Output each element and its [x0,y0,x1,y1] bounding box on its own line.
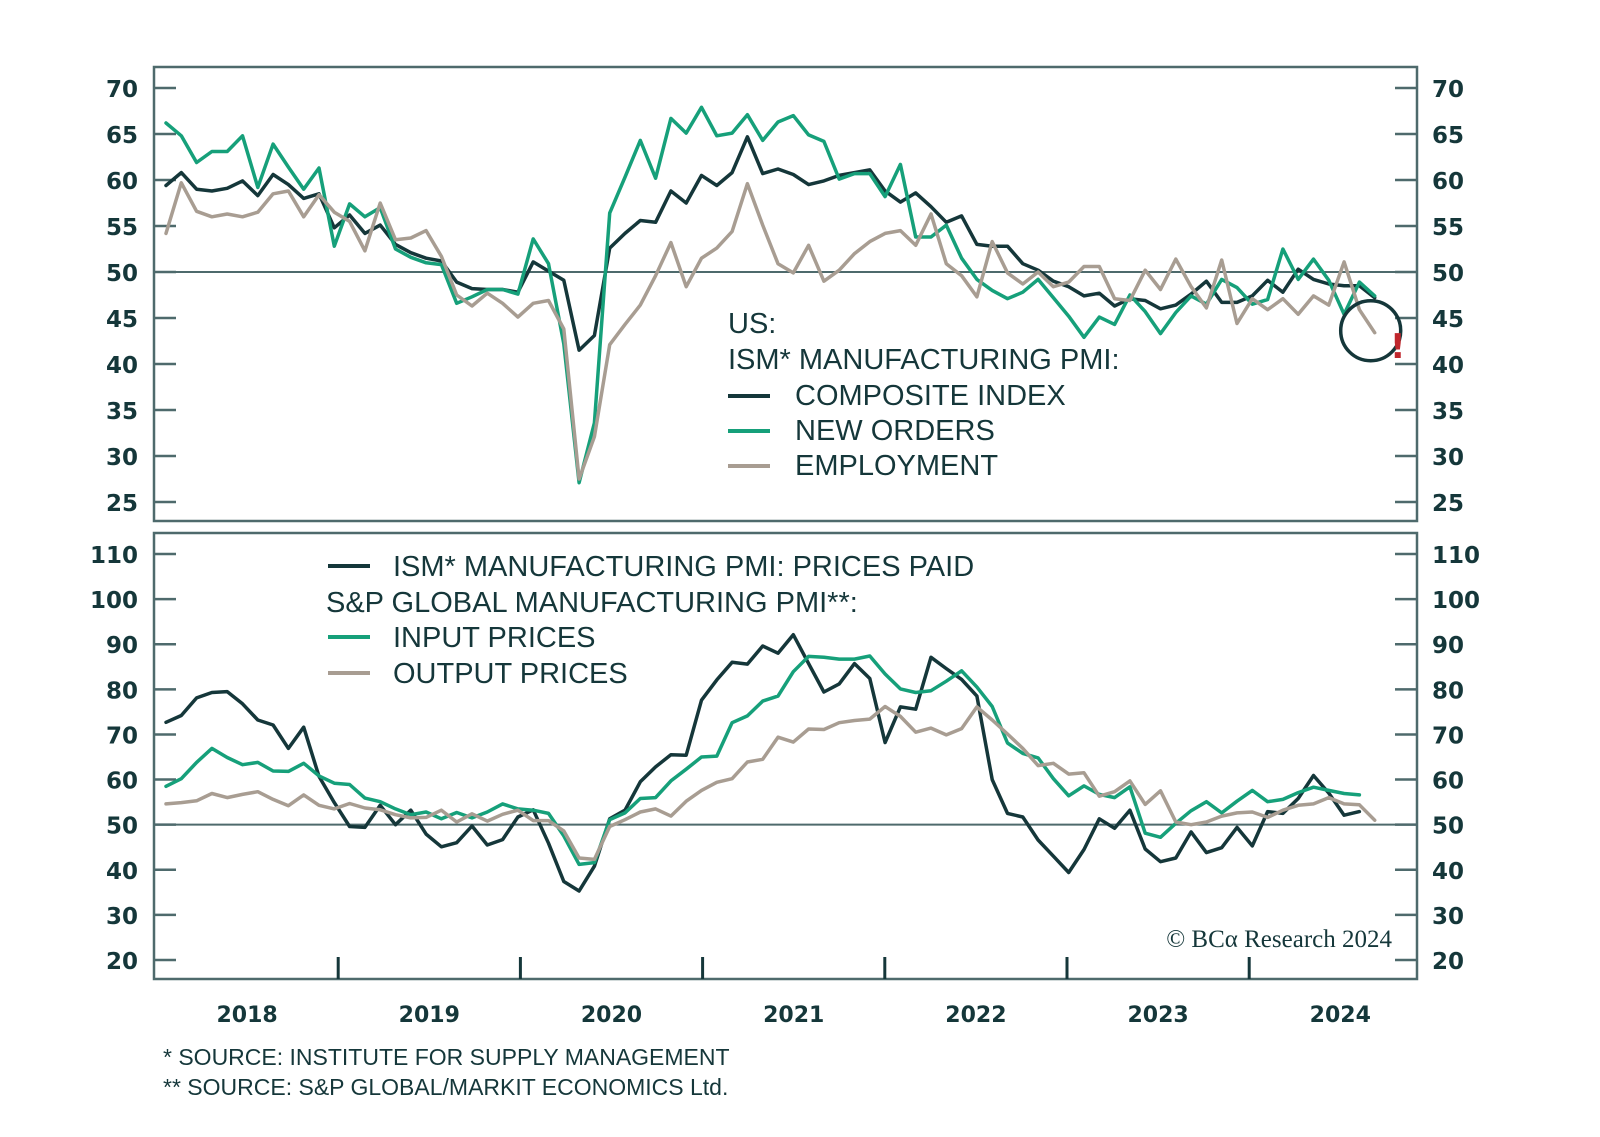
top-series-lines [164,105,1377,485]
top-ytick-label-right: 50 [1432,261,1464,287]
top-series-composite-index [164,135,1377,352]
top-y-ticks: 70 70 65 65 60 60 55 55 50 50 45 45 40 40 35 35 30 30 25 25 [106,77,1464,517]
top-ytick-label-left: 40 [106,353,138,379]
x-tick-label: 2022 [945,1003,1006,1028]
bottom-series-input-prices [164,654,1362,867]
top-series-new-orders [164,105,1377,485]
top-ytick-label-right: 55 [1432,215,1464,241]
top-ytick-label-left: 25 [106,491,138,517]
bottom-ytick-label-right: 110 [1432,543,1480,569]
bottom-ytick-label-left: 60 [106,769,138,795]
top-legend: US: ISM* MANUFACTURING PMI: COMPOSITE IN… [728,308,1120,482]
bottom-ytick-label-left: 110 [90,543,138,569]
top-legend-title-line2: ISM* MANUFACTURING PMI: [728,344,1120,376]
bottom-series-ism-manufacturing-pmi-prices-paid [164,632,1362,893]
legend-label-sp-global: S&P GLOBAL MANUFACTURING PMI**: [326,587,858,619]
bottom-ytick-label-left: 100 [90,588,138,614]
top-ytick-label-right: 40 [1432,353,1464,379]
x-tick-label: 2023 [1127,1003,1188,1028]
bottom-y-ticks: 110 110 100 100 90 90 80 80 70 70 60 60 50 50 40 40 30 30… [90,543,1480,975]
bottom-ytick-label-right: 30 [1432,904,1464,930]
top-panel: 70 70 65 65 60 60 55 55 50 50 45 45 40 40 35 35 30 30 25 25… [106,65,1464,523]
bottom-panel-frame [152,531,1419,981]
top-ytick-label-left: 60 [106,169,138,195]
x-tick-label: 2024 [1310,1003,1371,1028]
bottom-series-lines [164,632,1377,893]
copyright-credit: © BCα Research 2024 [1166,926,1392,953]
legend-label-employment: EMPLOYMENT [795,450,998,482]
x-tick-label: 2020 [581,1003,642,1028]
top-ytick-label-left: 65 [106,123,138,149]
top-ytick-label-left: 50 [106,261,138,287]
x-tick-label: 2018 [216,1003,277,1028]
bottom-ytick-label-right: 70 [1432,723,1464,749]
bottom-ytick-label-right: 90 [1432,633,1464,659]
top-ytick-label-left: 45 [106,307,138,333]
bottom-ytick-label-right: 40 [1432,859,1464,885]
bottom-ytick-label-left: 20 [106,949,138,975]
top-ytick-label-right: 65 [1432,123,1464,149]
top-ytick-label-right: 30 [1432,445,1464,471]
x-axis-ticks [336,957,1251,979]
legend-label-composite: COMPOSITE INDEX [795,380,1066,412]
top-ytick-label-left: 70 [106,77,138,103]
bottom-series-output-prices [164,704,1377,862]
top-legend-title-line1: US: [728,308,776,340]
bottom-ytick-label-right: 60 [1432,769,1464,795]
x-tick-label: 2019 [399,1003,460,1028]
legend-label-new-orders: NEW ORDERS [795,415,995,447]
bottom-ytick-label-right: 100 [1432,588,1480,614]
bottom-ytick-label-left: 80 [106,678,138,704]
top-series-employment [164,181,1377,481]
top-ytick-label-right: 60 [1432,169,1464,195]
bottom-panel: 110 110 100 100 90 90 80 80 70 70 60 60 50 50 40 40 30 30… [90,531,1480,981]
top-ytick-label-right: 25 [1432,491,1464,517]
top-panel-frame [152,65,1419,523]
bottom-ytick-label-left: 50 [106,814,138,840]
legend-label-prices-paid: ISM* MANUFACTURING PMI: PRICES PAID [393,551,974,583]
top-ytick-label-right: 35 [1432,399,1464,425]
bottom-ytick-label-left: 90 [106,633,138,659]
footnote-ism-source: * SOURCE: INSTITUTE FOR SUPPLY MANAGEMEN… [163,1044,730,1070]
alert-exclamation-icon: ! [1390,327,1406,367]
legend-label-output-prices: OUTPUT PRICES [393,658,628,690]
top-ytick-label-left: 55 [106,215,138,241]
top-ytick-label-left: 30 [106,445,138,471]
legend-label-input-prices: INPUT PRICES [393,622,596,654]
bottom-ytick-label-right: 80 [1432,678,1464,704]
bottom-ytick-label-left: 30 [106,904,138,930]
bottom-legend: ISM* MANUFACTURING PMI: PRICES PAID S&P … [326,551,974,690]
bottom-ytick-label-left: 70 [106,723,138,749]
x-tick-label: 2021 [763,1003,824,1028]
top-ytick-label-right: 45 [1432,307,1464,333]
top-ytick-label-left: 35 [106,399,138,425]
top-ytick-label-right: 70 [1432,77,1464,103]
bottom-ytick-label-right: 20 [1432,949,1464,975]
footnote-sp-source: ** SOURCE: S&P GLOBAL/MARKIT ECONOMICS L… [163,1074,728,1100]
bottom-ytick-label-right: 50 [1432,814,1464,840]
highlight-circle [1338,298,1403,363]
x-axis-year-labels: 2018 2019 2020 2021 2022 2023 2024 [216,1003,1370,1028]
bottom-ytick-label-left: 40 [106,859,138,885]
